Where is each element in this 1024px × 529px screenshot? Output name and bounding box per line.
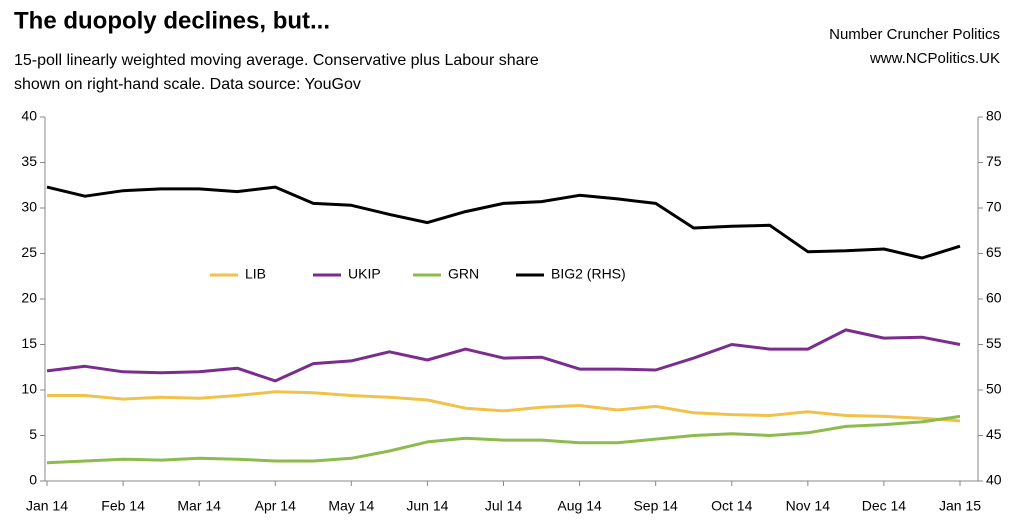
x-tick-label: Mar 14 (177, 498, 221, 514)
y-tick-label: 40 (21, 108, 37, 124)
subtitle: 15-poll linearly weighted moving average… (14, 52, 539, 69)
y-tick-label: 25 (21, 244, 37, 260)
legend-label: GRN (448, 266, 479, 282)
line (46, 185, 961, 260)
x-tick-label: Oct 14 (711, 498, 752, 514)
legend-label: BIG2 (RHS) (551, 266, 626, 282)
y2-tick-label: 80 (986, 108, 1002, 124)
y2-tick-label: 65 (986, 244, 1002, 260)
x-tick-label: May 14 (328, 498, 374, 514)
y2-tick-label: 70 (986, 199, 1002, 215)
x-tick-label: Nov 14 (786, 498, 831, 514)
y-tick-label: 35 (21, 153, 37, 169)
line (46, 414, 961, 465)
source: Number Cruncher Politics (829, 26, 1000, 43)
y2-tick-label: 50 (986, 381, 1002, 397)
legend-label: UKIP (348, 266, 381, 282)
x-tick-label: Apr 14 (255, 498, 296, 514)
y2-tick-label: 75 (986, 153, 1002, 169)
source: www.NCPolitics.UK (869, 50, 1000, 67)
y-tick-label: 10 (21, 381, 37, 397)
subtitle: shown on right-hand scale. Data source: … (14, 76, 361, 93)
y2-tick-label: 60 (986, 290, 1002, 306)
x-tick-label: Jan 14 (26, 498, 68, 514)
legend-label: LIB (245, 266, 266, 282)
y2-tick-label: 40 (986, 472, 1002, 488)
y-tick-label: 30 (21, 199, 37, 215)
y-tick-label: 15 (21, 335, 37, 351)
y-tick-label: 5 (29, 426, 37, 442)
chart-title: The duopoly declines, but... (14, 7, 330, 34)
x-tick-label: Aug 14 (557, 498, 602, 514)
x-tick-label: Sep 14 (633, 498, 678, 514)
x-tick-label: Feb 14 (101, 498, 145, 514)
y2-tick-label: 55 (986, 335, 1002, 351)
y-tick-label: 20 (21, 290, 37, 306)
line (47, 390, 961, 423)
x-tick-label: Dec 14 (862, 498, 907, 514)
x-tick-label: Jan 15 (939, 498, 981, 514)
y-tick-label: 0 (29, 472, 37, 488)
x-tick-label: Jun 14 (406, 498, 448, 514)
x-tick-label: Jul 14 (485, 498, 523, 514)
y2-tick-label: 45 (986, 426, 1002, 442)
line (46, 328, 961, 383)
